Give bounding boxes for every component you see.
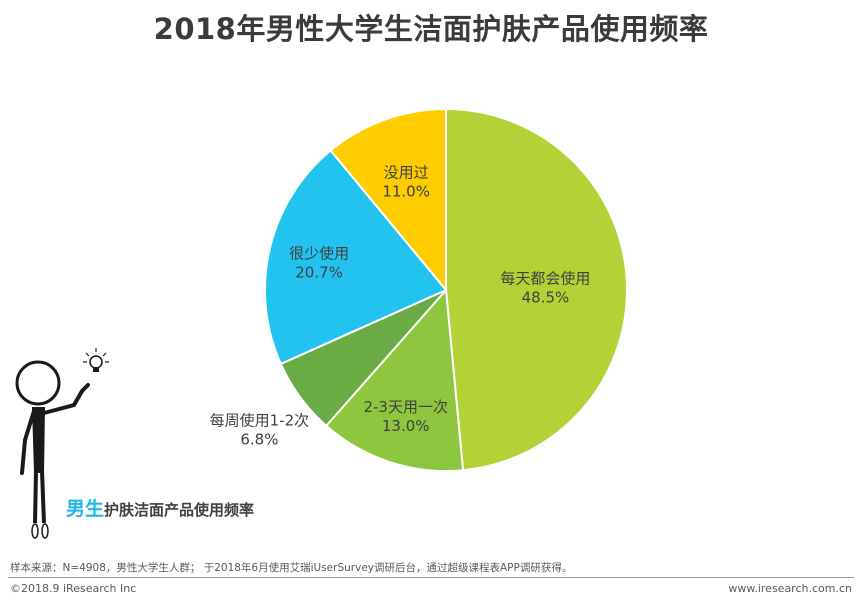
caption-text: 护肤洁面产品使用频率	[104, 501, 255, 519]
slice-value: 48.5%	[522, 288, 570, 306]
lightbulb-icon	[83, 348, 109, 372]
slice-value: 20.7%	[295, 263, 343, 281]
copyright: ©2018.9 iResearch Inc	[10, 582, 137, 595]
slice-label: 很少使用	[289, 244, 349, 262]
website-link[interactable]: www.iresearch.com.cn	[728, 582, 852, 595]
source-note: 样本来源：N=4908，男性大学生人群； 于2018年6月使用艾瑞iUserSu…	[10, 562, 573, 574]
slice-value: 11.0%	[382, 182, 430, 200]
slice-label: 每周使用1-2次	[210, 411, 310, 429]
slice-label: 2-3天用一次	[363, 398, 448, 416]
chart-title: 2018年男性大学生洁面护肤产品使用频率	[153, 12, 709, 46]
pie-slice	[445, 107, 628, 472]
slice-value: 13.0%	[382, 417, 430, 435]
figure-caption: 男生护肤洁面产品使用频率	[66, 494, 254, 521]
pie-slices	[264, 107, 628, 472]
slice-value: 6.8%	[240, 430, 278, 448]
footer-divider	[8, 577, 854, 578]
pie-slice	[329, 107, 447, 293]
pie-slice	[264, 149, 448, 366]
caption-highlight: 男生	[66, 498, 105, 520]
slice-label: 没用过	[384, 163, 429, 181]
stick-figure-icon	[15, 348, 109, 539]
pie-slice	[324, 287, 465, 472]
slice-label: 每天都会使用	[500, 269, 590, 287]
